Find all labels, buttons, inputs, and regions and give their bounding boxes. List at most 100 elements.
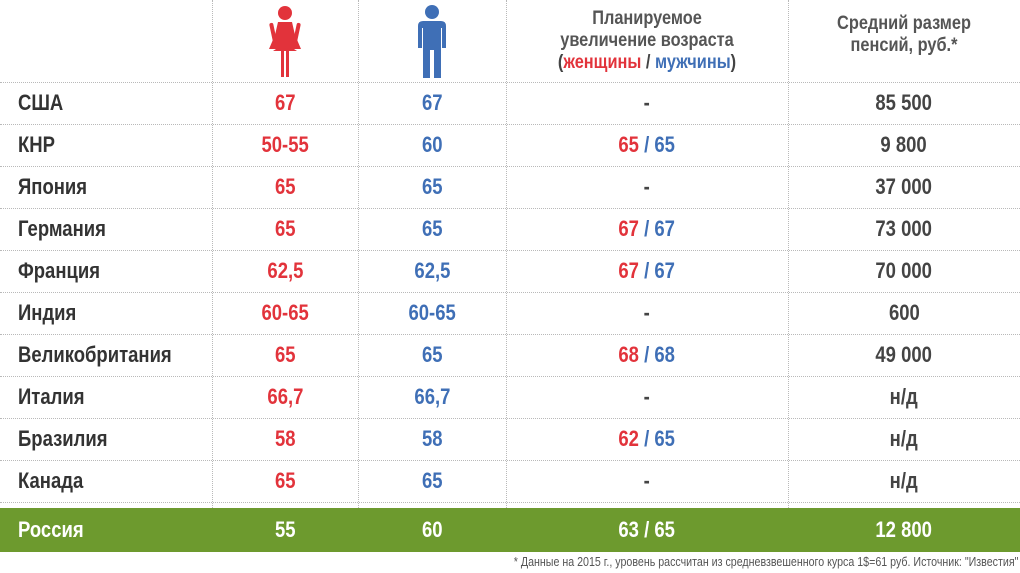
- women-age-cell: 67: [274, 90, 296, 115]
- country-cell: Россия: [18, 517, 84, 542]
- country-cell: Индия: [18, 300, 77, 325]
- planned-cell: -: [643, 90, 651, 115]
- paren-close: ): [730, 52, 737, 73]
- pension-cell: 49 000: [875, 342, 933, 367]
- men-age-cell: 65: [421, 342, 443, 367]
- pension-table: Планируемое увеличение возраста (женщины…: [0, 0, 1020, 552]
- planned-increase-header: Планируемое увеличение возраста (женщины…: [526, 2, 769, 80]
- women-age-cell: 65: [274, 468, 296, 493]
- table-row: Франция 62,5 62,5 67 / 67 70 000: [0, 250, 1020, 292]
- planned-cell: 68 / 68: [618, 342, 676, 367]
- paren-open: (: [557, 52, 564, 73]
- table-row: США 67 67 - 85 500: [0, 82, 1020, 124]
- men-age-cell: 58: [421, 426, 443, 451]
- men-column-header: [358, 0, 506, 82]
- table-row: КНР 50-55 60 65 / 65 9 800: [0, 124, 1020, 166]
- male-figure-icon: [418, 5, 446, 78]
- men-age-cell: 67: [421, 90, 443, 115]
- column-divider: [212, 0, 213, 552]
- row-divider: [0, 124, 1020, 125]
- pension-header-line1: Средний размер: [837, 13, 971, 34]
- men-age-cell: 60: [421, 517, 443, 542]
- country-cell: Франция: [18, 258, 101, 283]
- women-age-cell: 66,7: [267, 384, 303, 409]
- footnote: * Данные на 2015 г., уровень рассчитан и…: [513, 554, 1018, 569]
- planned-header-line3: (женщины / мужчины): [558, 52, 736, 74]
- women-age-cell: 65: [274, 342, 296, 367]
- table-row: Япония 65 65 - 37 000: [0, 166, 1020, 208]
- men-age-cell: 60: [421, 132, 443, 157]
- country-cell: Бразилия: [18, 426, 108, 451]
- planned-slash: /: [641, 52, 655, 73]
- pension-cell: 73 000: [875, 216, 933, 241]
- pension-cell: 85 500: [875, 90, 933, 115]
- country-cell: Италия: [18, 384, 85, 409]
- planned-cell: -: [643, 384, 651, 409]
- column-divider: [506, 0, 507, 552]
- country-cell: Канада: [18, 468, 84, 493]
- women-age-cell: 62,5: [267, 258, 303, 283]
- pension-header-line2: пенсий, руб.*: [850, 35, 958, 56]
- table-row: Германия 65 65 67 / 67 73 000: [0, 208, 1020, 250]
- planned-cell: -: [643, 174, 651, 199]
- planned-cell: 62 / 65: [618, 426, 676, 451]
- planned-header-line2: увеличение возраста: [560, 30, 734, 51]
- men-age-cell: 65: [421, 174, 443, 199]
- table-row: Бразилия 58 58 62 / 65 н/д: [0, 418, 1020, 460]
- pension-cell: 37 000: [875, 174, 933, 199]
- women-age-cell: 65: [274, 216, 296, 241]
- country-cell: КНР: [18, 132, 55, 157]
- row-divider: [0, 166, 1020, 167]
- country-cell: Великобритания: [18, 342, 172, 367]
- column-divider: [358, 0, 359, 552]
- women-age-cell: 60-65: [261, 300, 309, 325]
- men-age-cell: 65: [421, 216, 443, 241]
- country-cell: США: [18, 90, 64, 115]
- women-column-header: [212, 0, 358, 82]
- planned-cell: 63 / 65: [618, 517, 676, 542]
- pension-cell: 9 800: [880, 132, 928, 157]
- men-age-cell: 62,5: [414, 258, 450, 283]
- row-divider: [0, 250, 1020, 251]
- planned-women-label: женщины: [563, 52, 642, 73]
- table-row: Канада 65 65 - н/д: [0, 460, 1020, 502]
- pension-cell: н/д: [889, 426, 919, 451]
- pension-cell: 600: [888, 300, 920, 325]
- planned-cell: -: [643, 300, 651, 325]
- women-age-cell: 50-55: [261, 132, 309, 157]
- planned-cell: 67 / 67: [618, 258, 676, 283]
- men-age-cell: 65: [421, 468, 443, 493]
- planned-cell: 65 / 65: [618, 132, 676, 157]
- russia-row: Россия 55 60 63 / 65 12 800: [0, 508, 1020, 552]
- country-cell: Япония: [18, 174, 88, 199]
- row-divider: [0, 82, 1020, 83]
- planned-cell: 67 / 67: [618, 216, 676, 241]
- pension-cell: 70 000: [875, 258, 933, 283]
- row-divider: [0, 292, 1020, 293]
- row-divider: [0, 502, 1020, 503]
- planned-men-label: мужчины: [654, 52, 731, 73]
- men-age-cell: 66,7: [414, 384, 450, 409]
- row-divider: [0, 376, 1020, 377]
- column-divider: [788, 0, 789, 552]
- pension-cell: 12 800: [875, 517, 933, 542]
- table-header: Планируемое увеличение возраста (женщины…: [0, 0, 1020, 82]
- pension-header: Средний размер пенсий, руб.*: [804, 0, 1004, 70]
- country-cell: Германия: [18, 216, 106, 241]
- female-figure-icon: [269, 6, 301, 77]
- pension-cell: н/д: [889, 384, 919, 409]
- table-row: Италия 66,7 66,7 - н/д: [0, 376, 1020, 418]
- row-divider: [0, 208, 1020, 209]
- planned-cell: -: [643, 468, 651, 493]
- table-row: Индия 60-65 60-65 - 600: [0, 292, 1020, 334]
- women-age-cell: 65: [274, 174, 296, 199]
- women-age-cell: 55: [274, 517, 296, 542]
- row-divider: [0, 418, 1020, 419]
- row-divider: [0, 334, 1020, 335]
- table-row: Великобритания 65 65 68 / 68 49 000: [0, 334, 1020, 376]
- row-divider: [0, 460, 1020, 461]
- planned-header-line1: Планируемое: [592, 8, 702, 29]
- women-age-cell: 58: [274, 426, 296, 451]
- pension-cell: н/д: [889, 468, 919, 493]
- men-age-cell: 60-65: [408, 300, 456, 325]
